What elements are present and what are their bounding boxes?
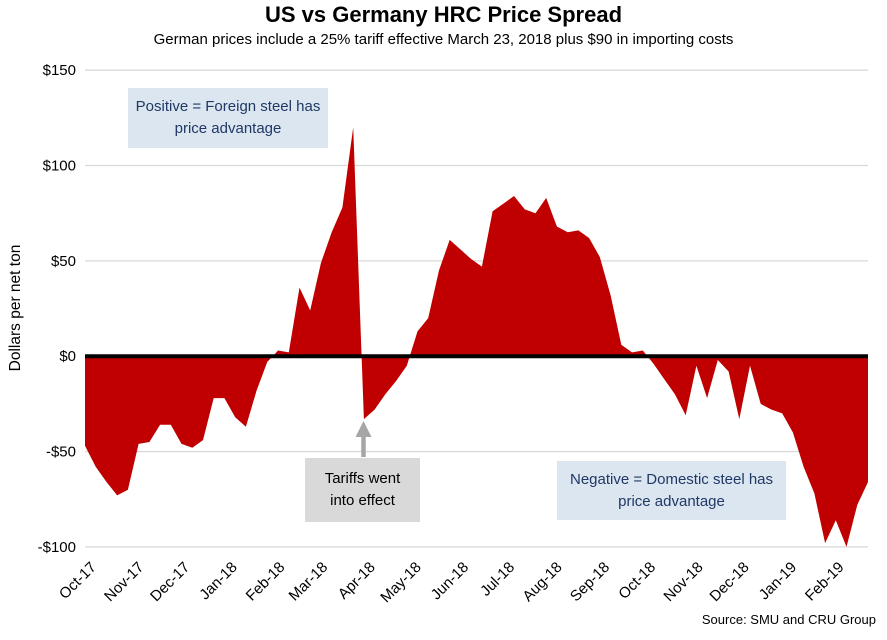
tariff-arrow-head (355, 421, 372, 437)
x-tick-label: May-18 (377, 559, 424, 606)
x-tick-label: Apr-18 (335, 559, 379, 603)
x-tick-label: Jan-19 (756, 559, 800, 603)
annotation-negative-advantage: Negative = Domestic steel has price adva… (557, 461, 786, 520)
y-tick-label: $0 (59, 348, 76, 365)
y-axis-title: Dollars per net ton (7, 245, 24, 372)
x-tick-label: Jul-18 (477, 559, 518, 600)
x-tick-label: Jun-18 (428, 559, 472, 603)
x-tick-label: Oct-18 (615, 559, 659, 603)
y-tick-label: $50 (51, 253, 76, 270)
x-tick-label: Dec-18 (706, 559, 752, 605)
annotation-tariffs-effect: Tariffs went into effect (305, 458, 420, 522)
x-tick-label: Nov-17 (101, 559, 147, 605)
x-tick-label: Sep-18 (567, 559, 613, 605)
x-tick-label: Feb-19 (802, 559, 848, 605)
y-tick-label: -$100 (38, 539, 76, 556)
x-tick-label: Aug-18 (519, 559, 565, 605)
x-tick-label: Feb-18 (243, 559, 289, 605)
x-tick-label: Oct-17 (56, 559, 100, 603)
x-tick-label: Dec-17 (147, 559, 193, 605)
x-tick-label: Jan-18 (196, 559, 240, 603)
x-tick-label: Mar-18 (286, 559, 332, 605)
chart-subtitle: German prices include a 25% tariff effec… (153, 31, 734, 48)
y-tick-label: $100 (43, 158, 76, 175)
source-note: Source: SMU and CRU Group (701, 612, 876, 627)
y-tick-label: -$50 (46, 444, 76, 461)
chart-title: US vs Germany HRC Price Spread (264, 2, 623, 27)
spread-area-series (85, 127, 868, 547)
y-tick-label: $150 (43, 62, 76, 79)
annotation-positive-advantage: Positive = Foreign steel has price advan… (128, 88, 328, 148)
x-tick-label: Nov-18 (660, 559, 706, 605)
